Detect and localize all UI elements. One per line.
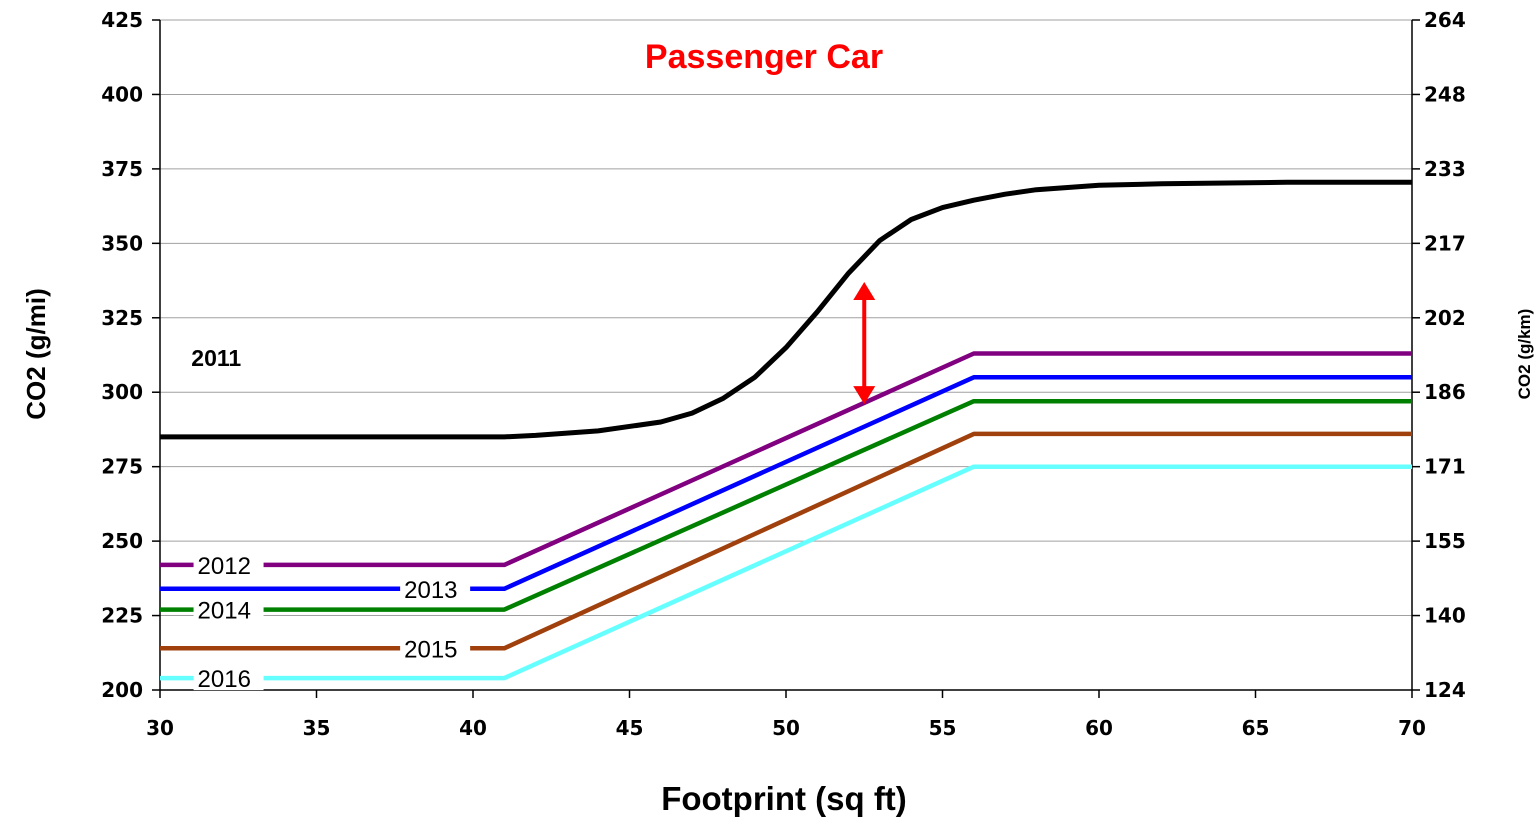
y-axis-title: CO2 (g/mi) [21,288,51,419]
x-tick-label-50: 50 [772,716,800,740]
x-tick-label-60: 60 [1085,716,1113,740]
series-label-bg-2014 [193,597,264,622]
y-tick-label-325: 325 [101,306,143,330]
axes: 200 225 250 275 300 325 350 375 400 425 124 140 155 1… [101,8,1466,740]
series-line-2011 [160,179,1412,440]
series-label-bg-2012 [193,552,264,577]
y2-tick-label-124: 124 [1424,678,1466,702]
series-line-2012 [160,351,1412,568]
y-tick-label-425: 425 [101,8,143,32]
y-tick-label-375: 375 [101,157,143,181]
annotation-arrow-head-down [853,386,876,405]
x-tick-label-65: 65 [1242,716,1270,740]
series-label-2011: 2011 [191,345,241,371]
y2-tick-label-155: 155 [1424,529,1466,553]
y-tick-label-400: 400 [101,82,143,106]
series-label-2014: 2014 [198,598,251,625]
y-tick-label-225: 225 [101,604,143,628]
x-tick-label-70: 70 [1398,716,1426,740]
annotation-arrow-head-up [853,282,876,301]
y-tick-label-300: 300 [101,380,143,404]
x-tick-label-35: 35 [303,716,331,740]
y2-tick-label-233: 233 [1424,157,1466,181]
series-label-2012: 2012 [198,553,251,580]
series-line-2016 [160,464,1412,681]
x-axis-title: Footprint (sq ft) [661,780,907,817]
series-label-2016: 2016 [198,666,251,693]
y2-tick-label-140: 140 [1424,604,1466,628]
x-tick-label-55: 55 [929,716,957,740]
x-tick-label-30: 30 [146,716,174,740]
x-tick-label-40: 40 [459,716,487,740]
series-label-bg-2015 [400,636,471,661]
series-label-2013: 2013 [404,577,457,604]
y2-tick-label-202: 202 [1424,306,1466,330]
series-label-2015: 2015 [404,636,457,663]
y2-tick-label-186: 186 [1424,380,1466,404]
y-tick-label-250: 250 [101,529,143,553]
y2-tick-label-217: 217 [1424,231,1466,255]
y2-tick-label-248: 248 [1424,82,1466,106]
y-tick-label-200: 200 [101,678,143,702]
series-label-bg-2016 [193,666,264,691]
series-line-2014 [160,398,1412,612]
y2-tick-label-171: 171 [1424,455,1466,479]
gridlines [160,19,1412,617]
series-line-2013 [160,375,1412,592]
y2-axis-title: CO2 (g/km) [1515,309,1534,400]
series-group [160,179,1412,681]
y2-tick-label-264: 264 [1424,8,1466,32]
annotations [853,282,876,405]
series-line-2015 [160,431,1412,651]
labels: 2011 2012 2013 2014 2015 2016 [191,345,471,693]
y-tick-label-275: 275 [101,455,143,479]
chart-title: Passenger Car [645,38,883,76]
y-tick-label-350: 350 [101,231,143,255]
series-label-bg-2013 [400,576,471,601]
x-tick-label-45: 45 [616,716,644,740]
